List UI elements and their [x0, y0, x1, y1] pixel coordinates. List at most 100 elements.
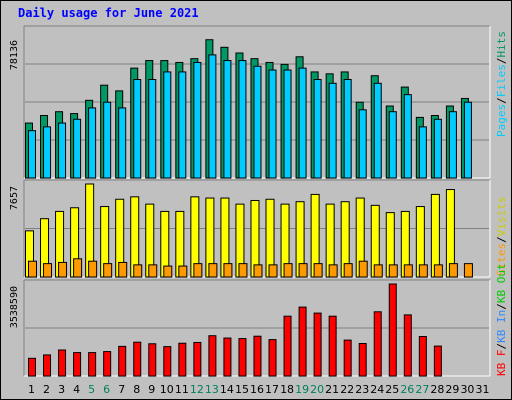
sites-bar-day-1 — [28, 260, 37, 278]
files-bar-day-11 — [178, 71, 187, 179]
x-tick-day-22: 22 — [340, 383, 354, 396]
kbf-bar-day-6 — [103, 351, 112, 377]
legend-item: KB In — [495, 310, 508, 343]
legend-separator: / — [495, 97, 508, 104]
sites-bar-day-15 — [238, 263, 248, 278]
legend-item: Visits — [495, 197, 508, 237]
sites-bar-day-23 — [358, 260, 368, 278]
legend-separator: / — [495, 343, 508, 350]
files-bar-day-22 — [343, 79, 352, 179]
kbf-bar-day-1 — [28, 357, 36, 377]
files-bar-day-30 — [463, 101, 472, 179]
files-bar-day-6 — [103, 101, 112, 179]
sites-bar-day-2 — [43, 263, 53, 278]
files-bar-day-26 — [403, 94, 412, 179]
sites-bar-day-26 — [403, 264, 413, 278]
files-bar-day-7 — [118, 107, 127, 179]
x-tick-day-12: 12 — [190, 383, 204, 396]
kbf-bar-day-11 — [178, 342, 187, 377]
x-tick-day-26: 26 — [400, 383, 414, 396]
kbf-bar-day-13 — [208, 335, 217, 377]
kbf-bar-day-20 — [313, 312, 322, 377]
files-bar-day-8 — [133, 79, 142, 179]
x-tick-day-13: 13 — [205, 383, 219, 396]
x-tick-day-23: 23 — [355, 383, 369, 396]
sites-bar-day-16 — [253, 264, 263, 278]
legend-item: KB F — [495, 350, 508, 377]
sites-bar-day-19 — [298, 263, 308, 278]
files-bar-day-1 — [28, 130, 36, 179]
x-tick-day-14: 14 — [220, 383, 234, 396]
sites-bar-day-20 — [313, 263, 323, 278]
x-tick-day-16: 16 — [250, 383, 264, 396]
x-tick-day-8: 8 — [133, 383, 140, 396]
sites-bar-day-27 — [418, 264, 428, 278]
files-bar-day-19 — [298, 67, 307, 179]
kbf-bar-day-9 — [148, 343, 157, 377]
files-bar-day-20 — [313, 79, 322, 179]
kbf-bar-day-23 — [358, 343, 367, 377]
files-bar-day-10 — [163, 71, 172, 179]
kbf-bar-day-5 — [88, 352, 97, 377]
sites-bar-day-17 — [268, 264, 278, 278]
kbf-bar-day-10 — [163, 346, 172, 377]
sites-bar-day-11 — [178, 265, 188, 278]
x-tick-day-21: 21 — [325, 383, 339, 396]
sites-bar-day-14 — [223, 263, 233, 278]
sites-bar-day-21 — [328, 264, 338, 278]
x-tick-day-17: 17 — [265, 383, 279, 396]
legend-item: Pages — [495, 104, 508, 137]
x-tick-day-18: 18 — [280, 383, 294, 396]
sites-bar-day-18 — [283, 263, 293, 278]
legend-item: Sites — [495, 243, 508, 276]
x-tick-day-6: 6 — [103, 383, 110, 396]
legend-item: Hits — [495, 31, 508, 58]
sites-bar-day-30 — [463, 263, 473, 278]
files-bar-day-29 — [448, 111, 457, 179]
x-tick-day-19: 19 — [295, 383, 309, 396]
x-tick-day-29: 29 — [445, 383, 459, 396]
max-label-hits: 78136 — [9, 40, 20, 70]
x-tick-day-20: 20 — [310, 383, 324, 396]
sites-bar-day-7 — [118, 261, 128, 278]
files-bar-day-18 — [283, 69, 292, 179]
sites-bar-day-6 — [103, 263, 113, 278]
files-bar-day-2 — [43, 126, 52, 179]
kbf-bar-day-4 — [73, 352, 82, 377]
x-tick-day-15: 15 — [235, 383, 249, 396]
chart-title: Daily usage for June 2021 — [18, 6, 199, 20]
side-legend: KB F/KB In/KB Out — [495, 263, 508, 376]
files-bar-day-16 — [253, 65, 262, 179]
files-bar-day-21 — [328, 82, 337, 179]
x-tick-day-3: 3 — [58, 383, 65, 396]
kbf-bar-day-3 — [58, 349, 67, 377]
x-tick-day-28: 28 — [430, 383, 444, 396]
sites-bar-day-25 — [388, 264, 398, 278]
kbf-bar-day-17 — [268, 339, 277, 377]
kbf-bar-day-25 — [388, 283, 397, 377]
files-bar-day-9 — [148, 79, 157, 179]
files-bar-day-28 — [433, 118, 442, 179]
side-legend: Pages/Files/Hits — [495, 31, 508, 137]
files-bar-day-13 — [208, 54, 217, 179]
x-tick-day-5: 5 — [88, 383, 95, 396]
legend-item: KB Out — [495, 263, 508, 303]
side-legend: Sites/Visits — [495, 197, 508, 277]
kbf-bar-day-16 — [253, 335, 262, 377]
files-bar-day-15 — [238, 60, 247, 179]
kbf-bar-day-26 — [403, 314, 412, 377]
sites-bar-day-13 — [208, 263, 218, 278]
x-tick-day-7: 7 — [118, 383, 125, 396]
legend-separator: / — [495, 58, 508, 65]
kbf-bar-day-28 — [433, 345, 442, 377]
kbf-bar-day-7 — [118, 345, 127, 377]
x-tick-day-10: 10 — [160, 383, 174, 396]
files-bar-day-14 — [223, 60, 232, 179]
sites-bar-day-22 — [343, 263, 353, 278]
sites-bar-day-5 — [88, 260, 98, 278]
kbf-bar-day-21 — [328, 315, 337, 377]
files-bar-day-23 — [358, 109, 367, 179]
legend-item: Files — [495, 64, 508, 97]
x-tick-day-1: 1 — [28, 383, 35, 396]
